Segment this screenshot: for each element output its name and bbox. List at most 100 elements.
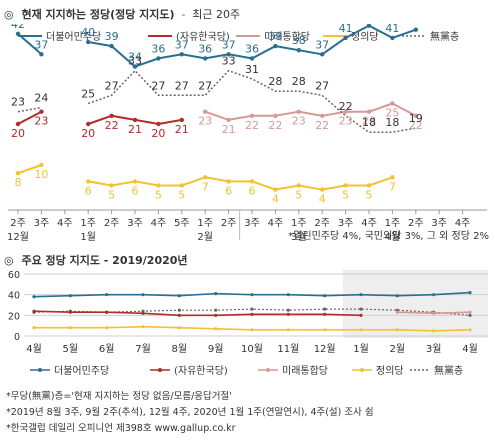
point-justice [15, 171, 21, 176]
legend-marker-justice [360, 368, 364, 372]
data-label-utp: 22 [245, 119, 259, 132]
x-tick-label: 1주 [385, 218, 401, 229]
data-label-utp: 22 [315, 119, 329, 132]
legend-label-utp: 미래통합당 [282, 365, 328, 377]
data-label-independent: 23 [11, 96, 25, 109]
data-label-justice: 7 [202, 180, 209, 193]
legend-marker-utp [266, 368, 270, 372]
point-democratic [214, 292, 218, 296]
point-justice [359, 328, 363, 332]
point-utp [296, 109, 301, 114]
x-tick-label: 2주 [221, 218, 237, 229]
data-label-democratic: 41 [339, 24, 353, 35]
point-justice [86, 179, 91, 184]
point-independent [286, 308, 290, 312]
data-label-independent: 33 [222, 55, 236, 68]
x-tick-label: 4주 [57, 218, 73, 229]
point-justice [390, 175, 395, 180]
data-label-lkp: 23 [34, 115, 48, 128]
point-justice [203, 175, 208, 180]
legend-marker-lkp [158, 368, 162, 372]
y-tick-label: 60 [8, 270, 20, 281]
x-tick-label: 2주 [104, 218, 120, 229]
point-democratic [68, 294, 72, 298]
data-label-justice: 6 [85, 184, 92, 197]
series-line-democratic [17, 33, 43, 56]
chart2-svg: 0 20 40 60 4월 5월 6월 7월 8월 9월 10월 11월 12월 1월 2월 3월 4월더불어민… [8, 270, 488, 377]
point-democratic [109, 43, 114, 49]
point-democratic [273, 43, 278, 49]
point-justice [343, 183, 348, 188]
data-label-utp: 23 [339, 115, 353, 128]
point-justice [141, 325, 145, 329]
data-label-justice: 5 [295, 189, 302, 202]
y-tick-label: 20 [8, 311, 20, 322]
point-justice [468, 328, 472, 332]
legend-label-utp: 미래통합당 [264, 31, 310, 43]
point-lkp [68, 310, 72, 314]
x-month-label: 1월 [353, 343, 369, 355]
point-democratic [177, 294, 181, 298]
data-label-independent: 27 [105, 79, 119, 92]
data-label-democratic: 39 [268, 30, 282, 43]
data-label-democratic: 34 [128, 51, 142, 64]
point-lkp [214, 313, 218, 317]
series-line-utp [204, 102, 417, 121]
point-justice [109, 183, 114, 188]
point-democratic [343, 35, 348, 41]
point-justice [39, 162, 44, 168]
data-label-lkp: 20 [81, 127, 95, 140]
data-label-utp: 21 [222, 123, 236, 136]
chart2-header: ◎ 주요 정당 지지도 - 2019/2020년 [4, 252, 188, 268]
x-month-label: 4월 [462, 343, 478, 355]
point-utp [273, 113, 278, 119]
point-democratic [468, 291, 472, 295]
data-label-utp: 25 [385, 107, 399, 120]
data-label-democratic: 37 [175, 38, 189, 51]
point-independent [250, 307, 254, 311]
x-tick-label: 1주 [291, 218, 307, 229]
data-label-independent: 27 [315, 79, 329, 92]
legend-marker-democratic [38, 368, 42, 372]
data-label-justice: 5 [178, 189, 185, 202]
point-democratic [250, 293, 254, 297]
data-label-democratic: 36 [198, 42, 212, 55]
x-month-label: 12월 [314, 343, 336, 355]
point-lkp [141, 311, 145, 315]
data-label-democratic: 41 [385, 24, 399, 35]
source-note-1: *무당(無黨)층='현재 지지하는 정당 없음/모름/응답거절' [6, 391, 232, 402]
x-tick-label: 4주 [455, 218, 471, 229]
data-label-justice: 6 [132, 184, 139, 197]
point-democratic [179, 52, 184, 57]
data-label-justice: 6 [225, 184, 232, 197]
point-independent [323, 307, 327, 311]
point-democratic [359, 293, 363, 297]
point-justice [32, 326, 36, 330]
data-label-independent: 19 [409, 112, 423, 125]
y-tick-label: 40 [8, 291, 20, 302]
data-label-utp: 23 [362, 115, 376, 128]
data-label-lkp: 22 [105, 119, 119, 132]
chart1-subtitle: 최근 20주 [192, 8, 241, 21]
point-democratic [390, 35, 395, 41]
point-democratic [296, 48, 301, 53]
data-label-democratic: 37 [315, 38, 329, 51]
data-label-independent: 27 [151, 79, 165, 92]
x-month-label: 5월 [63, 343, 79, 355]
series-line-justice [88, 176, 393, 191]
x-tick-label: 3주 [244, 218, 260, 229]
point-utp [390, 101, 395, 106]
point-independent [359, 307, 363, 311]
point-democratic [366, 24, 372, 28]
source-note-3: *한국갤럽 데일리 오피니언 제398호 www.gallup.co.kr [6, 423, 236, 434]
month-label: 3월 [291, 231, 307, 243]
month-label: 12월 [7, 231, 29, 243]
legend-label-democratic: 더불어민주당 [54, 365, 109, 377]
point-democratic [132, 64, 138, 69]
point-lkp [105, 310, 109, 314]
legend-label-independent: 無黨층 [430, 30, 459, 43]
point-utp [320, 113, 325, 119]
data-label-independent: 33 [128, 55, 142, 68]
point-justice [432, 329, 436, 333]
x-month-label: 10월 [241, 343, 263, 355]
